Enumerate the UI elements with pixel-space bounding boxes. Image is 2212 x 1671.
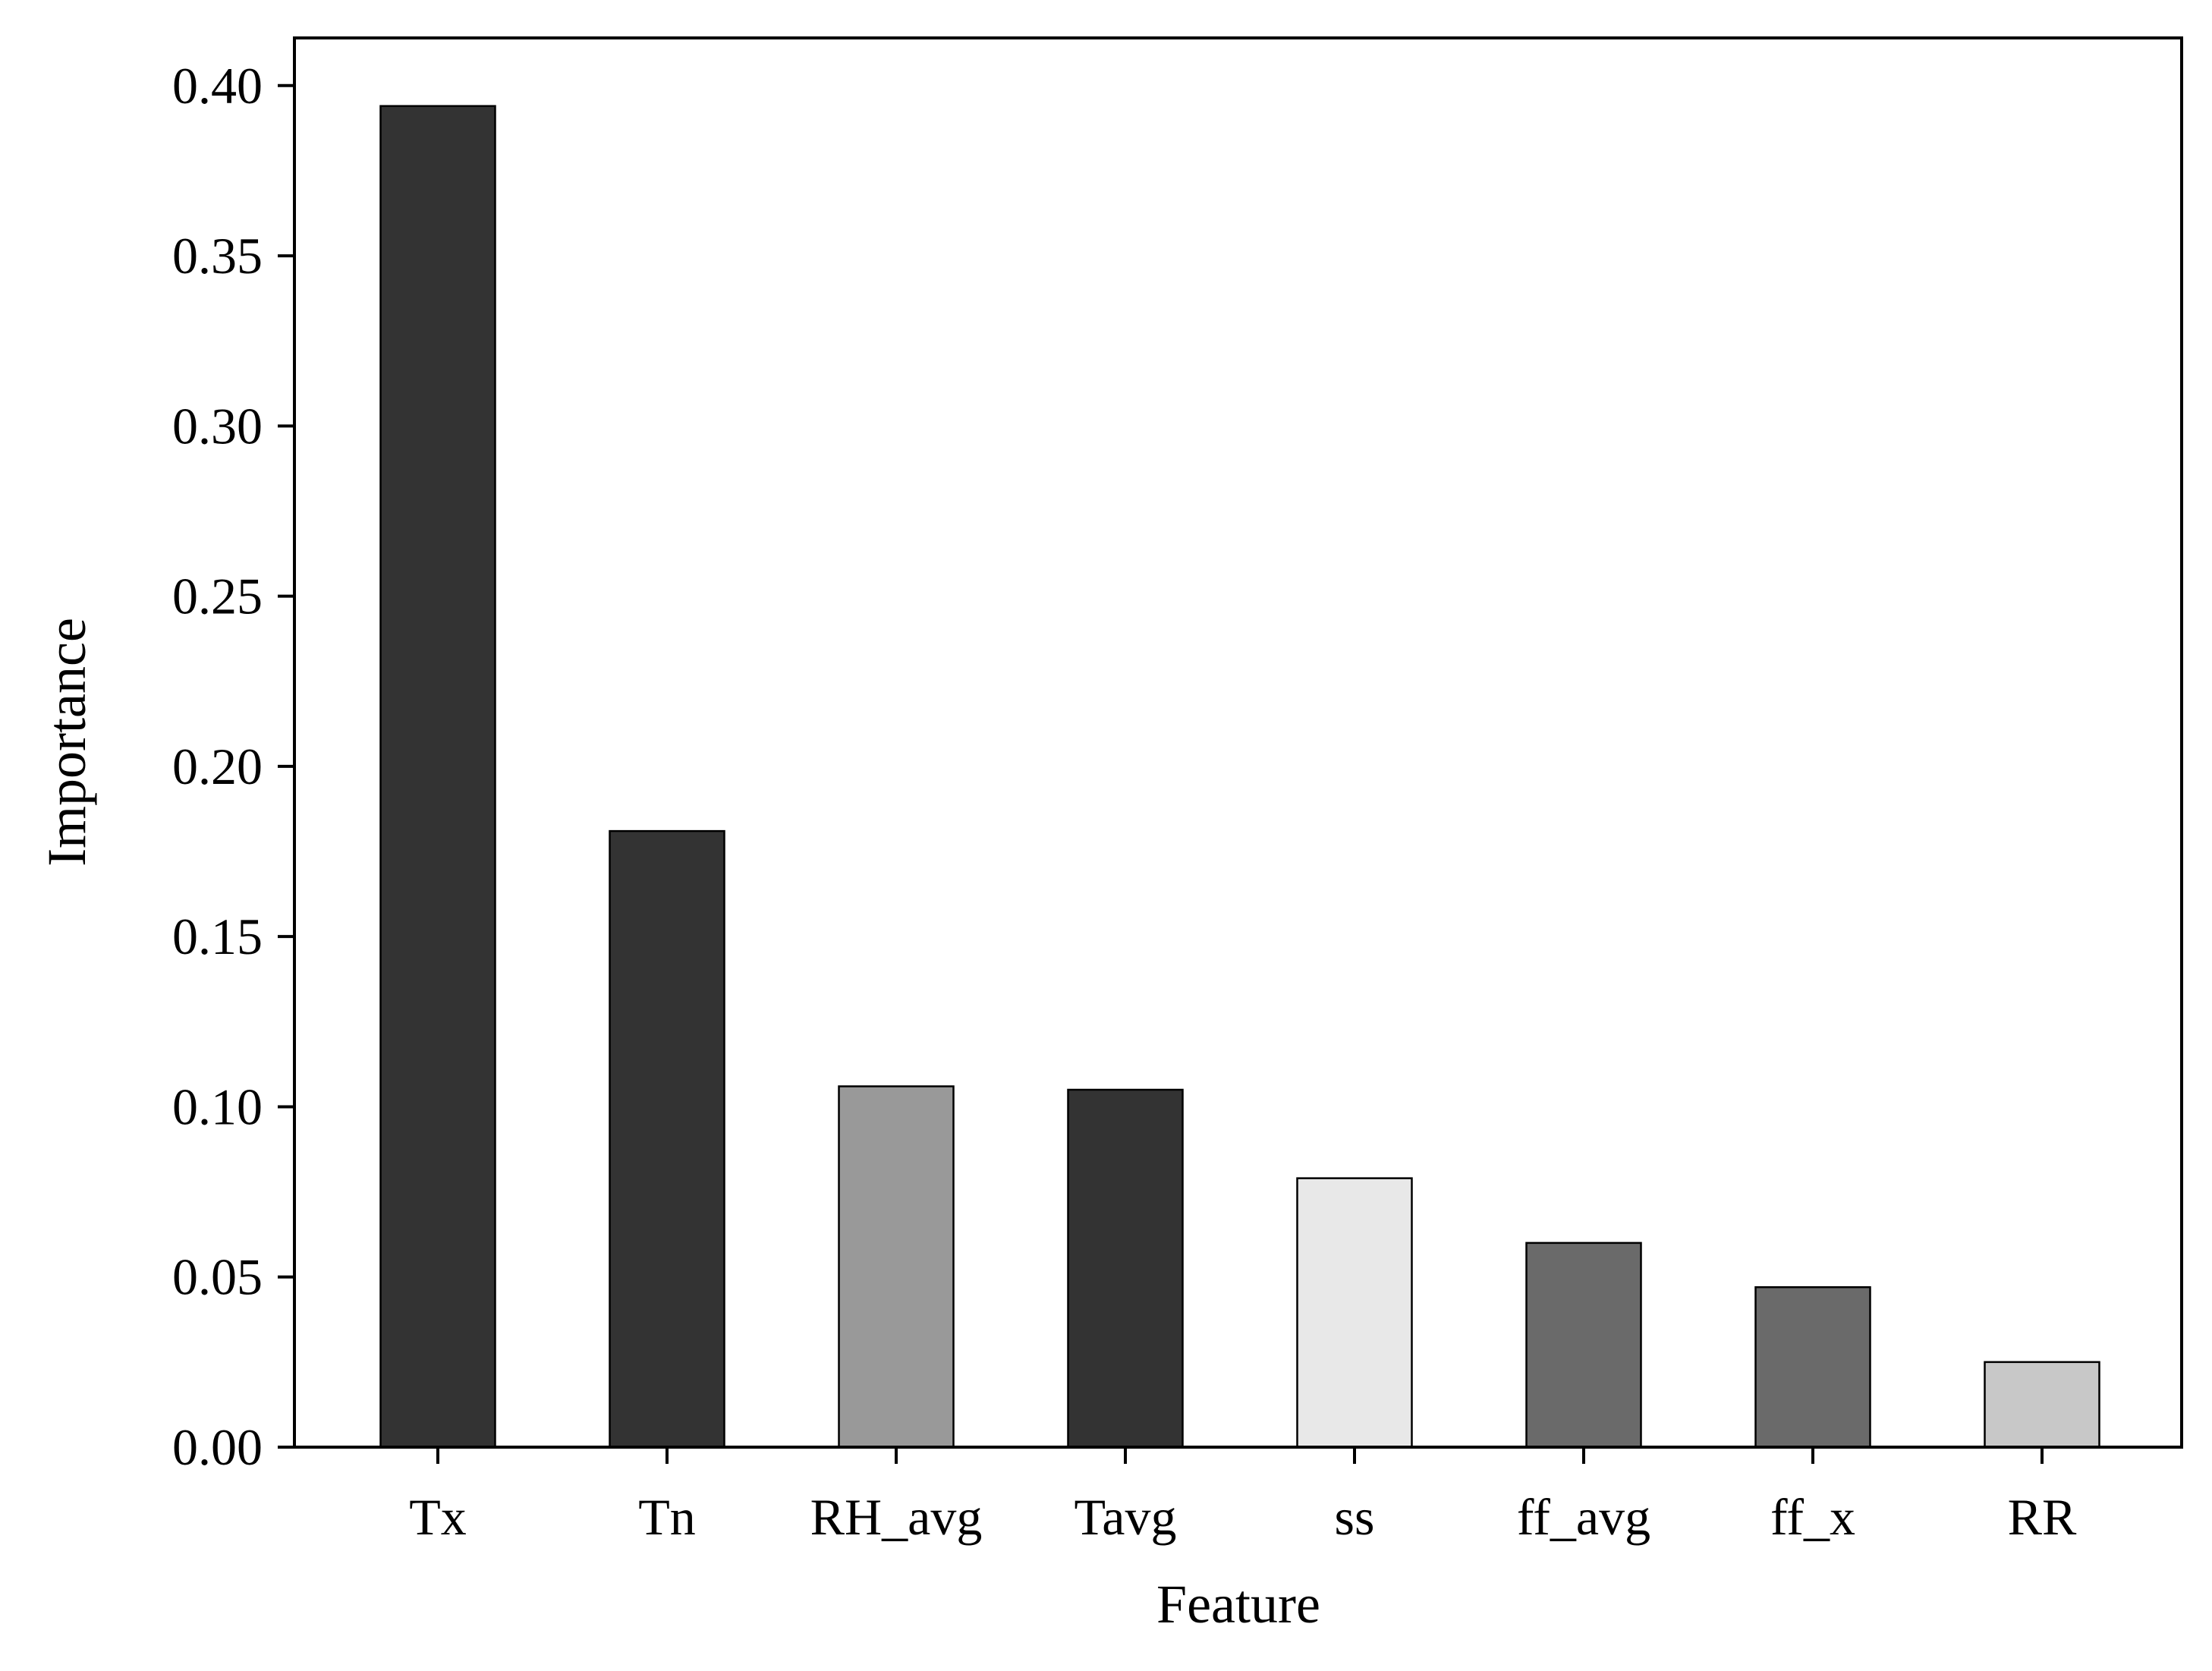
bar-rh-avg [838, 1085, 955, 1449]
x-tick-label: ff_avg [1517, 1488, 1650, 1546]
y-tick-label: 0.10 [172, 1078, 263, 1135]
y-tick-label: 0.25 [172, 568, 263, 625]
x-tick-label: ss [1335, 1488, 1375, 1546]
y-tick-label: 0.40 [172, 57, 263, 115]
y-axis-title: Importance [36, 618, 97, 867]
plot-frame [293, 36, 2183, 1449]
y-tick-label: 0.05 [172, 1248, 263, 1306]
y-tick-label: 0.20 [172, 738, 263, 795]
bar-series [379, 105, 2100, 1449]
x-tick-label: RR [2008, 1488, 2077, 1546]
x-tick-label: Tx [409, 1488, 467, 1546]
y-tick-label: 0.35 [172, 227, 263, 285]
y-tick-label: 0.30 [172, 397, 263, 455]
y-tick-label: 0.15 [172, 908, 263, 965]
x-tick-label: Tavg [1075, 1488, 1177, 1546]
x-axis: Tx Tn RH_avg Tavg ss ff_avg ff_x RR [409, 1447, 2077, 1546]
x-tick-label: RH_avg [810, 1488, 983, 1546]
x-tick-label: ff_x [1770, 1488, 1855, 1546]
bar-tavg [1067, 1088, 1184, 1449]
y-tick-label: 0.00 [172, 1418, 263, 1476]
x-axis-title: Feature [1156, 1574, 1320, 1635]
bar-ff-x [1754, 1286, 1871, 1449]
bar-ff-avg [1525, 1241, 1642, 1449]
bar-tx [379, 105, 496, 1449]
bar-ss [1296, 1177, 1413, 1449]
y-axis: 0.00 0.05 0.10 0.15 0.20 0.25 0.30 0.35 0.40 [172, 57, 294, 1476]
x-tick-label: Tn [638, 1488, 696, 1546]
bar-tn [609, 829, 725, 1449]
bar-rr [1984, 1361, 2100, 1449]
